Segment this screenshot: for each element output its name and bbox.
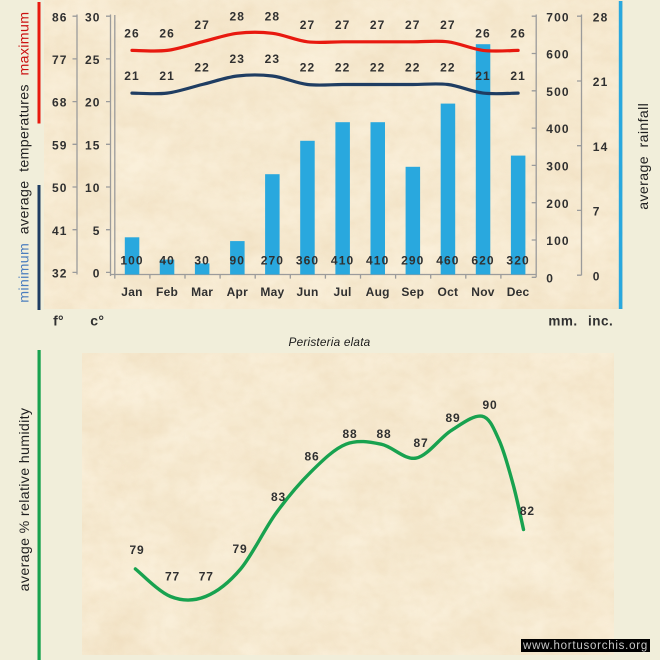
- svg-text:26: 26: [510, 26, 526, 40]
- svg-text:27: 27: [194, 18, 210, 32]
- svg-text:100: 100: [546, 234, 569, 248]
- svg-text:May: May: [260, 285, 284, 299]
- svg-text:90: 90: [483, 398, 498, 412]
- svg-text:50: 50: [52, 181, 68, 195]
- svg-text:14: 14: [593, 140, 609, 154]
- svg-text:68: 68: [52, 96, 68, 110]
- svg-text:28: 28: [265, 9, 281, 23]
- svg-text:30: 30: [194, 254, 210, 268]
- svg-text:88: 88: [377, 427, 392, 441]
- svg-text:300: 300: [546, 160, 569, 174]
- svg-text:88: 88: [343, 427, 358, 441]
- svg-text:100: 100: [120, 254, 143, 268]
- svg-text:0: 0: [93, 267, 101, 281]
- svg-text:22: 22: [194, 61, 210, 75]
- svg-text:89: 89: [446, 411, 461, 425]
- svg-text:21: 21: [124, 69, 140, 83]
- svg-text:c°: c°: [90, 313, 104, 329]
- svg-text:320: 320: [506, 254, 529, 268]
- svg-text:500: 500: [546, 85, 569, 99]
- svg-text:Feb: Feb: [156, 285, 178, 299]
- svg-text:21: 21: [475, 69, 491, 83]
- svg-text:Jun: Jun: [296, 285, 318, 299]
- svg-text:21: 21: [159, 69, 175, 83]
- svg-text:86: 86: [52, 10, 68, 24]
- svg-text:28: 28: [230, 9, 246, 23]
- svg-text:average % relative humidity: average % relative humidity: [17, 407, 33, 591]
- svg-text:mm.: mm.: [548, 314, 577, 329]
- svg-text:average rainfall: average rainfall: [636, 103, 652, 210]
- svg-text:90: 90: [230, 254, 246, 268]
- svg-text:22: 22: [405, 61, 421, 75]
- svg-text:22: 22: [335, 61, 351, 75]
- svg-text:22: 22: [300, 61, 316, 75]
- svg-text:0: 0: [593, 269, 601, 283]
- svg-text:21: 21: [510, 69, 526, 83]
- svg-text:41: 41: [52, 224, 68, 238]
- svg-text:23: 23: [230, 52, 246, 66]
- svg-text:15: 15: [85, 138, 101, 152]
- svg-text:360: 360: [296, 254, 319, 268]
- svg-text:27: 27: [405, 18, 421, 32]
- svg-text:minimum average temperatures: minimum average temperatures maximum: [16, 12, 32, 303]
- svg-text:5: 5: [93, 224, 101, 238]
- svg-text:27: 27: [335, 18, 351, 32]
- svg-text:www.hortusorchis.org: www.hortusorchis.org: [522, 640, 648, 652]
- svg-text:Nov: Nov: [471, 285, 494, 299]
- svg-text:22: 22: [370, 61, 386, 75]
- svg-text:23: 23: [265, 52, 281, 66]
- svg-text:Sep: Sep: [401, 285, 424, 299]
- svg-text:270: 270: [261, 254, 284, 268]
- svg-text:27: 27: [440, 18, 456, 32]
- svg-text:87: 87: [414, 436, 429, 450]
- svg-text:Jan: Jan: [121, 285, 142, 299]
- svg-text:700: 700: [546, 10, 569, 24]
- svg-text:0: 0: [546, 271, 554, 285]
- svg-text:20: 20: [85, 96, 101, 110]
- svg-text:400: 400: [546, 122, 569, 136]
- svg-text:77: 77: [165, 569, 180, 583]
- svg-text:59: 59: [52, 138, 68, 152]
- svg-text:200: 200: [546, 197, 569, 211]
- svg-text:86: 86: [305, 450, 320, 464]
- svg-text:22: 22: [440, 61, 456, 75]
- svg-text:410: 410: [366, 254, 389, 268]
- svg-text:25: 25: [85, 53, 101, 67]
- svg-text:Aug: Aug: [366, 285, 390, 299]
- svg-text:83: 83: [271, 490, 286, 504]
- svg-text:460: 460: [436, 254, 459, 268]
- svg-text:26: 26: [475, 26, 491, 40]
- svg-text:10: 10: [85, 181, 101, 195]
- svg-text:77: 77: [199, 569, 214, 583]
- svg-text:28: 28: [593, 10, 609, 24]
- svg-text:27: 27: [300, 18, 316, 32]
- svg-text:26: 26: [124, 26, 140, 40]
- svg-text:27: 27: [370, 18, 386, 32]
- svg-text:Mar: Mar: [191, 285, 213, 299]
- svg-text:32: 32: [52, 267, 68, 281]
- svg-text:40: 40: [159, 254, 175, 268]
- svg-text:inc.: inc.: [588, 314, 613, 329]
- svg-text:600: 600: [546, 48, 569, 62]
- svg-text:79: 79: [130, 543, 145, 557]
- svg-text:30: 30: [85, 10, 101, 24]
- svg-text:79: 79: [233, 542, 248, 556]
- svg-text:290: 290: [401, 254, 424, 268]
- svg-text:Oct: Oct: [438, 285, 459, 299]
- svg-text:7: 7: [593, 205, 601, 219]
- svg-text:410: 410: [331, 254, 354, 268]
- svg-text:620: 620: [471, 254, 494, 268]
- svg-text:Apr: Apr: [227, 285, 248, 299]
- svg-text:f°: f°: [53, 313, 64, 329]
- svg-text:82: 82: [520, 504, 535, 518]
- svg-text:Peristeria elata: Peristeria elata: [289, 335, 371, 349]
- svg-text:Jul: Jul: [334, 285, 352, 299]
- svg-text:26: 26: [159, 26, 175, 40]
- svg-text:Dec: Dec: [507, 285, 530, 299]
- svg-text:21: 21: [593, 75, 609, 89]
- svg-text:77: 77: [52, 53, 68, 67]
